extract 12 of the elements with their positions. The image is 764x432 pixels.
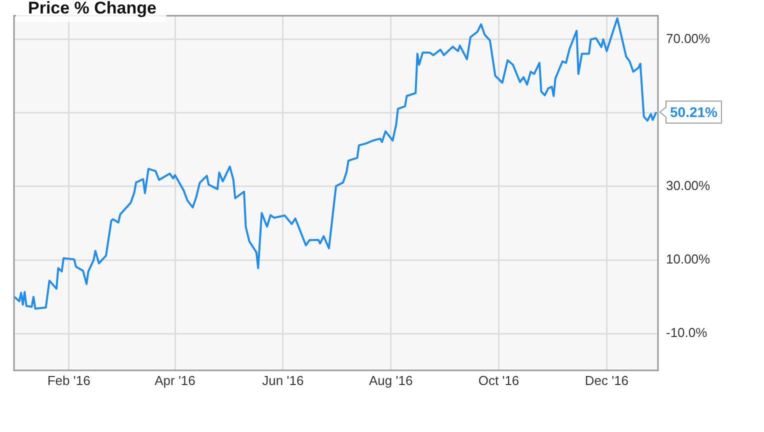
- x-tick-label: Apr '16: [154, 372, 196, 388]
- x-tick-label: Feb '16: [47, 372, 90, 388]
- chart-title: Price % Change: [28, 0, 156, 18]
- x-tick-label: Jun '16: [262, 372, 304, 388]
- y-tick-label: 70.00%: [666, 30, 711, 46]
- y-tick-label: 10.00%: [666, 252, 711, 267]
- annotation: 50.21%: [670, 104, 718, 120]
- x-tick-label: Dec '16: [584, 372, 629, 388]
- x-tick-label: Oct '16: [478, 372, 520, 388]
- y-tick-label: -10.0%: [666, 325, 708, 340]
- x-tick-label: Aug '16: [369, 372, 413, 388]
- y-tick-label: 30.00%: [666, 178, 711, 194]
